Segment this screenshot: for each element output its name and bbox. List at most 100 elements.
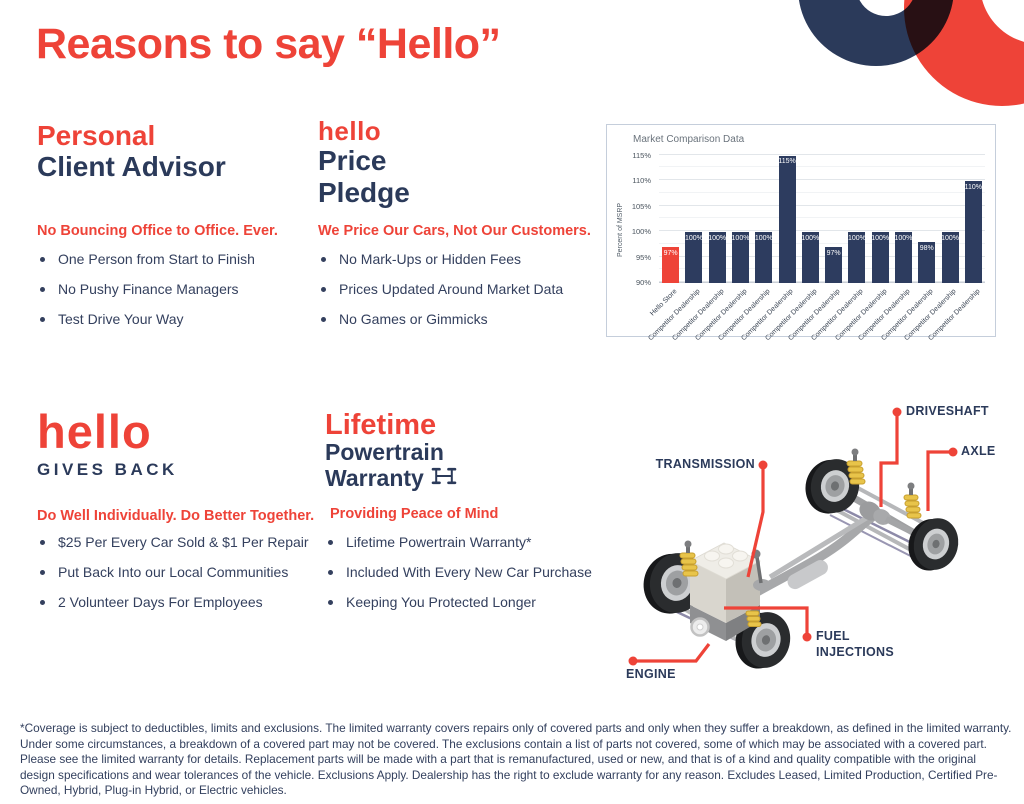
bullet-text: Lifetime Powertrain Warranty* xyxy=(346,534,532,550)
bar-competitor-dealership-4: 100% xyxy=(754,232,773,283)
bar-competitor-dealership-10: 100% xyxy=(895,232,912,283)
bullet-list: No Mark-Ups or Hidden Fees Prices Updated… xyxy=(318,251,563,341)
section-title-line2: Pledge xyxy=(318,176,410,208)
bar-competitor-dealership-8: 100% xyxy=(847,232,866,283)
bullet-text: One Person from Start to Finish xyxy=(58,251,255,267)
bullet-text: $25 Per Every Car Sold & $1 Per Repair xyxy=(58,534,309,550)
bullet-item: Put Back Into our Local Communities xyxy=(37,564,309,581)
gridline xyxy=(659,166,985,168)
bullet-dot xyxy=(40,600,45,605)
bullet-text: No Games or Gimmicks xyxy=(339,311,488,327)
page-title: Reasons to say “Hello” xyxy=(36,20,501,68)
section-title-line2-row: Warranty xyxy=(325,464,625,491)
bar-value-label: 100% xyxy=(801,234,820,242)
section-title-line1: Powertrain xyxy=(325,439,444,466)
bullet-item: Included With Every New Car Purchase xyxy=(325,564,592,581)
section-gives-back: hello GIVES BACK Do Well Individually. D… xyxy=(37,405,327,630)
bar-competitor-dealership-5: 115% xyxy=(778,155,796,283)
section-tagline: No Bouncing Office to Office. Ever. xyxy=(37,223,278,239)
y-tick-label: 100% xyxy=(631,227,651,237)
y-tick-label: 90% xyxy=(635,278,651,287)
chart-y-axis: 90% 95% 100% 105% 110% 115% xyxy=(607,147,655,287)
market-comparison-chart: Market Comparison Data Percent of MSRP 9… xyxy=(606,124,996,342)
diagram-label-engine: ENGINE xyxy=(626,667,676,681)
section-title-main: Client Advisor xyxy=(37,151,226,183)
chart-bars: 97% 100% 100% 100% 100% 115% 100% 97% 100% 100% 10… xyxy=(659,147,985,283)
warranty-disclaimer: *Coverage is subject to deductibles, lim… xyxy=(20,721,1012,798)
bullet-list: One Person from Start to Finish No Pushy … xyxy=(37,251,255,341)
section-tagline: We Price Our Cars, Not Our Customers. xyxy=(318,223,591,239)
bar-value-label: 100% xyxy=(708,234,727,242)
bar-value-label: 100% xyxy=(941,234,959,242)
bullet-dot xyxy=(321,257,326,262)
bullet-dot xyxy=(40,287,45,292)
diagram-label-fuel-injections: FUEL INJECTIONS xyxy=(816,629,895,659)
section-personal-client-advisor: Personal Client Advisor No Bouncing Offi… xyxy=(37,120,317,350)
bar-value-label: 100% xyxy=(894,234,913,242)
gridline xyxy=(659,153,985,155)
bar-value-label: 97% xyxy=(826,249,841,257)
brand-corner-decoration xyxy=(784,0,1024,130)
bar-value-label: 100% xyxy=(847,234,866,242)
bar-competitor-dealership-7: 97% xyxy=(825,247,843,283)
section-title: Price Pledge xyxy=(318,145,608,208)
bar-competitor-dealership-2: 100% xyxy=(708,232,727,283)
bullet-dot xyxy=(40,570,45,575)
bullet-item: No Mark-Ups or Hidden Fees xyxy=(318,251,563,268)
bullet-text: 2 Volunteer Days For Employees xyxy=(58,594,263,610)
chart-title: Market Comparison Data xyxy=(633,134,745,145)
bar-value-label: 100% xyxy=(731,234,750,242)
bullet-item: Prices Updated Around Market Data xyxy=(318,281,563,298)
bar-competitor-dealership-1: 100% xyxy=(684,232,703,283)
y-tick-label: 105% xyxy=(631,201,651,211)
bullet-text: Prices Updated Around Market Data xyxy=(339,281,564,297)
hello-logo: hello xyxy=(37,405,152,458)
powertrain-diagram: DRIVESHAFT AXLE TRANSMISSION FUEL INJECT… xyxy=(620,395,1024,695)
bullet-list: Lifetime Powertrain Warranty* Included Wi… xyxy=(325,534,592,624)
section-tagline: Do Well Individually. Do Better Together… xyxy=(37,508,315,524)
bullet-text: Included With Every New Car Purchase xyxy=(346,564,592,580)
bar-value-label: 98% xyxy=(919,244,934,252)
bar-value-label: 100% xyxy=(684,234,703,242)
section-tagline: Providing Peace of Mind xyxy=(330,506,499,522)
car-chassis-illustration xyxy=(628,407,959,669)
gridline xyxy=(659,242,985,244)
section-title: Personal Client Advisor xyxy=(37,120,317,183)
bullet-item: No Games or Gimmicks xyxy=(318,311,563,328)
bullet-item: Keeping You Protected Longer xyxy=(325,594,592,611)
diagram-label-driveshaft: DRIVESHAFT xyxy=(906,404,989,418)
section-price-pledge: hello Price Pledge We Price Our Cars, No… xyxy=(318,117,608,348)
diagram-label-axle: AXLE xyxy=(961,444,996,458)
bullet-text: Keeping You Protected Longer xyxy=(346,594,536,610)
gives-back-subtitle: GIVES BACK xyxy=(37,459,178,479)
chart-plot-area xyxy=(659,147,985,283)
bullet-dot xyxy=(40,257,45,262)
bar-value-label: 110% xyxy=(964,183,982,191)
section-title-accent: Lifetime xyxy=(325,409,437,441)
section-title-line2: Warranty xyxy=(325,464,424,491)
section-title-accent: Personal xyxy=(37,120,156,151)
corner-rings-graphic xyxy=(799,0,1024,106)
bar-hello-store-0: 97% xyxy=(662,247,680,283)
gridline xyxy=(659,255,985,257)
y-tick-label: 110% xyxy=(632,176,651,186)
bullet-dot xyxy=(328,570,333,575)
gridline xyxy=(659,268,985,270)
bullet-dot xyxy=(321,287,326,292)
y-tick-label: 115% xyxy=(632,150,651,160)
bullet-text: No Pushy Finance Managers xyxy=(58,281,239,297)
powertrain-chassis-icon xyxy=(431,467,457,490)
bullet-text: Put Back Into our Local Communities xyxy=(58,564,289,580)
bar-competitor-dealership-13: 110% xyxy=(965,181,982,283)
gridline xyxy=(659,281,985,282)
bar-competitor-dealership-9: 100% xyxy=(871,232,889,283)
bar-competitor-dealership-12: 100% xyxy=(941,232,959,283)
bar-competitor-dealership-11: 98% xyxy=(918,242,936,283)
bar-value-label: 115% xyxy=(778,158,796,166)
bar-competitor-dealership-6: 100% xyxy=(801,232,820,283)
bar-value-label: 97% xyxy=(663,249,678,257)
bullet-item: One Person from Start to Finish xyxy=(37,251,255,268)
bullet-list: $25 Per Every Car Sold & $1 Per Repair Pu… xyxy=(37,534,309,624)
bar-value-label: 100% xyxy=(754,234,773,242)
